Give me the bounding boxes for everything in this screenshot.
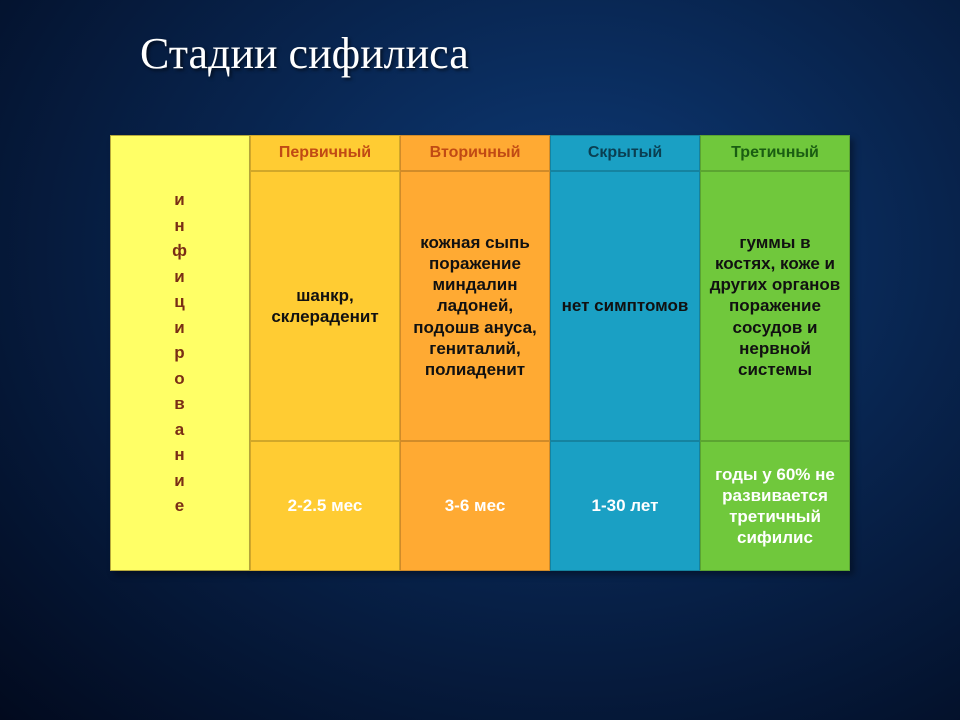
symptoms-primary: шанкр, склераденит bbox=[250, 171, 400, 441]
header-secondary: Вторичный bbox=[400, 135, 550, 171]
header-latent: Скрытый bbox=[550, 135, 700, 171]
slide-title: Стадии сифилиса bbox=[140, 28, 469, 79]
infection-label-column: и н ф и ц и р о в а н и е bbox=[110, 135, 250, 571]
stages-grid: Первичный Вторичный Скрытый Третичный ша… bbox=[250, 135, 850, 571]
duration-tertiary: годы у 60% не развивается третичный сифи… bbox=[700, 441, 850, 571]
infection-label: и н ф и ц и р о в а н и е bbox=[172, 187, 188, 519]
header-primary: Первичный bbox=[250, 135, 400, 171]
duration-latent: 1-30 лет bbox=[550, 441, 700, 571]
duration-primary: 2-2.5 мес bbox=[250, 441, 400, 571]
stages-table: и н ф и ц и р о в а н и е Первичный Втор… bbox=[110, 135, 850, 571]
symptoms-tertiary: гуммы в костях, коже и других органов по… bbox=[700, 171, 850, 441]
symptoms-secondary: кожная сыпь поражение миндалин ладоней, … bbox=[400, 171, 550, 441]
duration-secondary: 3-6 мес bbox=[400, 441, 550, 571]
symptoms-latent: нет симптомов bbox=[550, 171, 700, 441]
header-tertiary: Третичный bbox=[700, 135, 850, 171]
